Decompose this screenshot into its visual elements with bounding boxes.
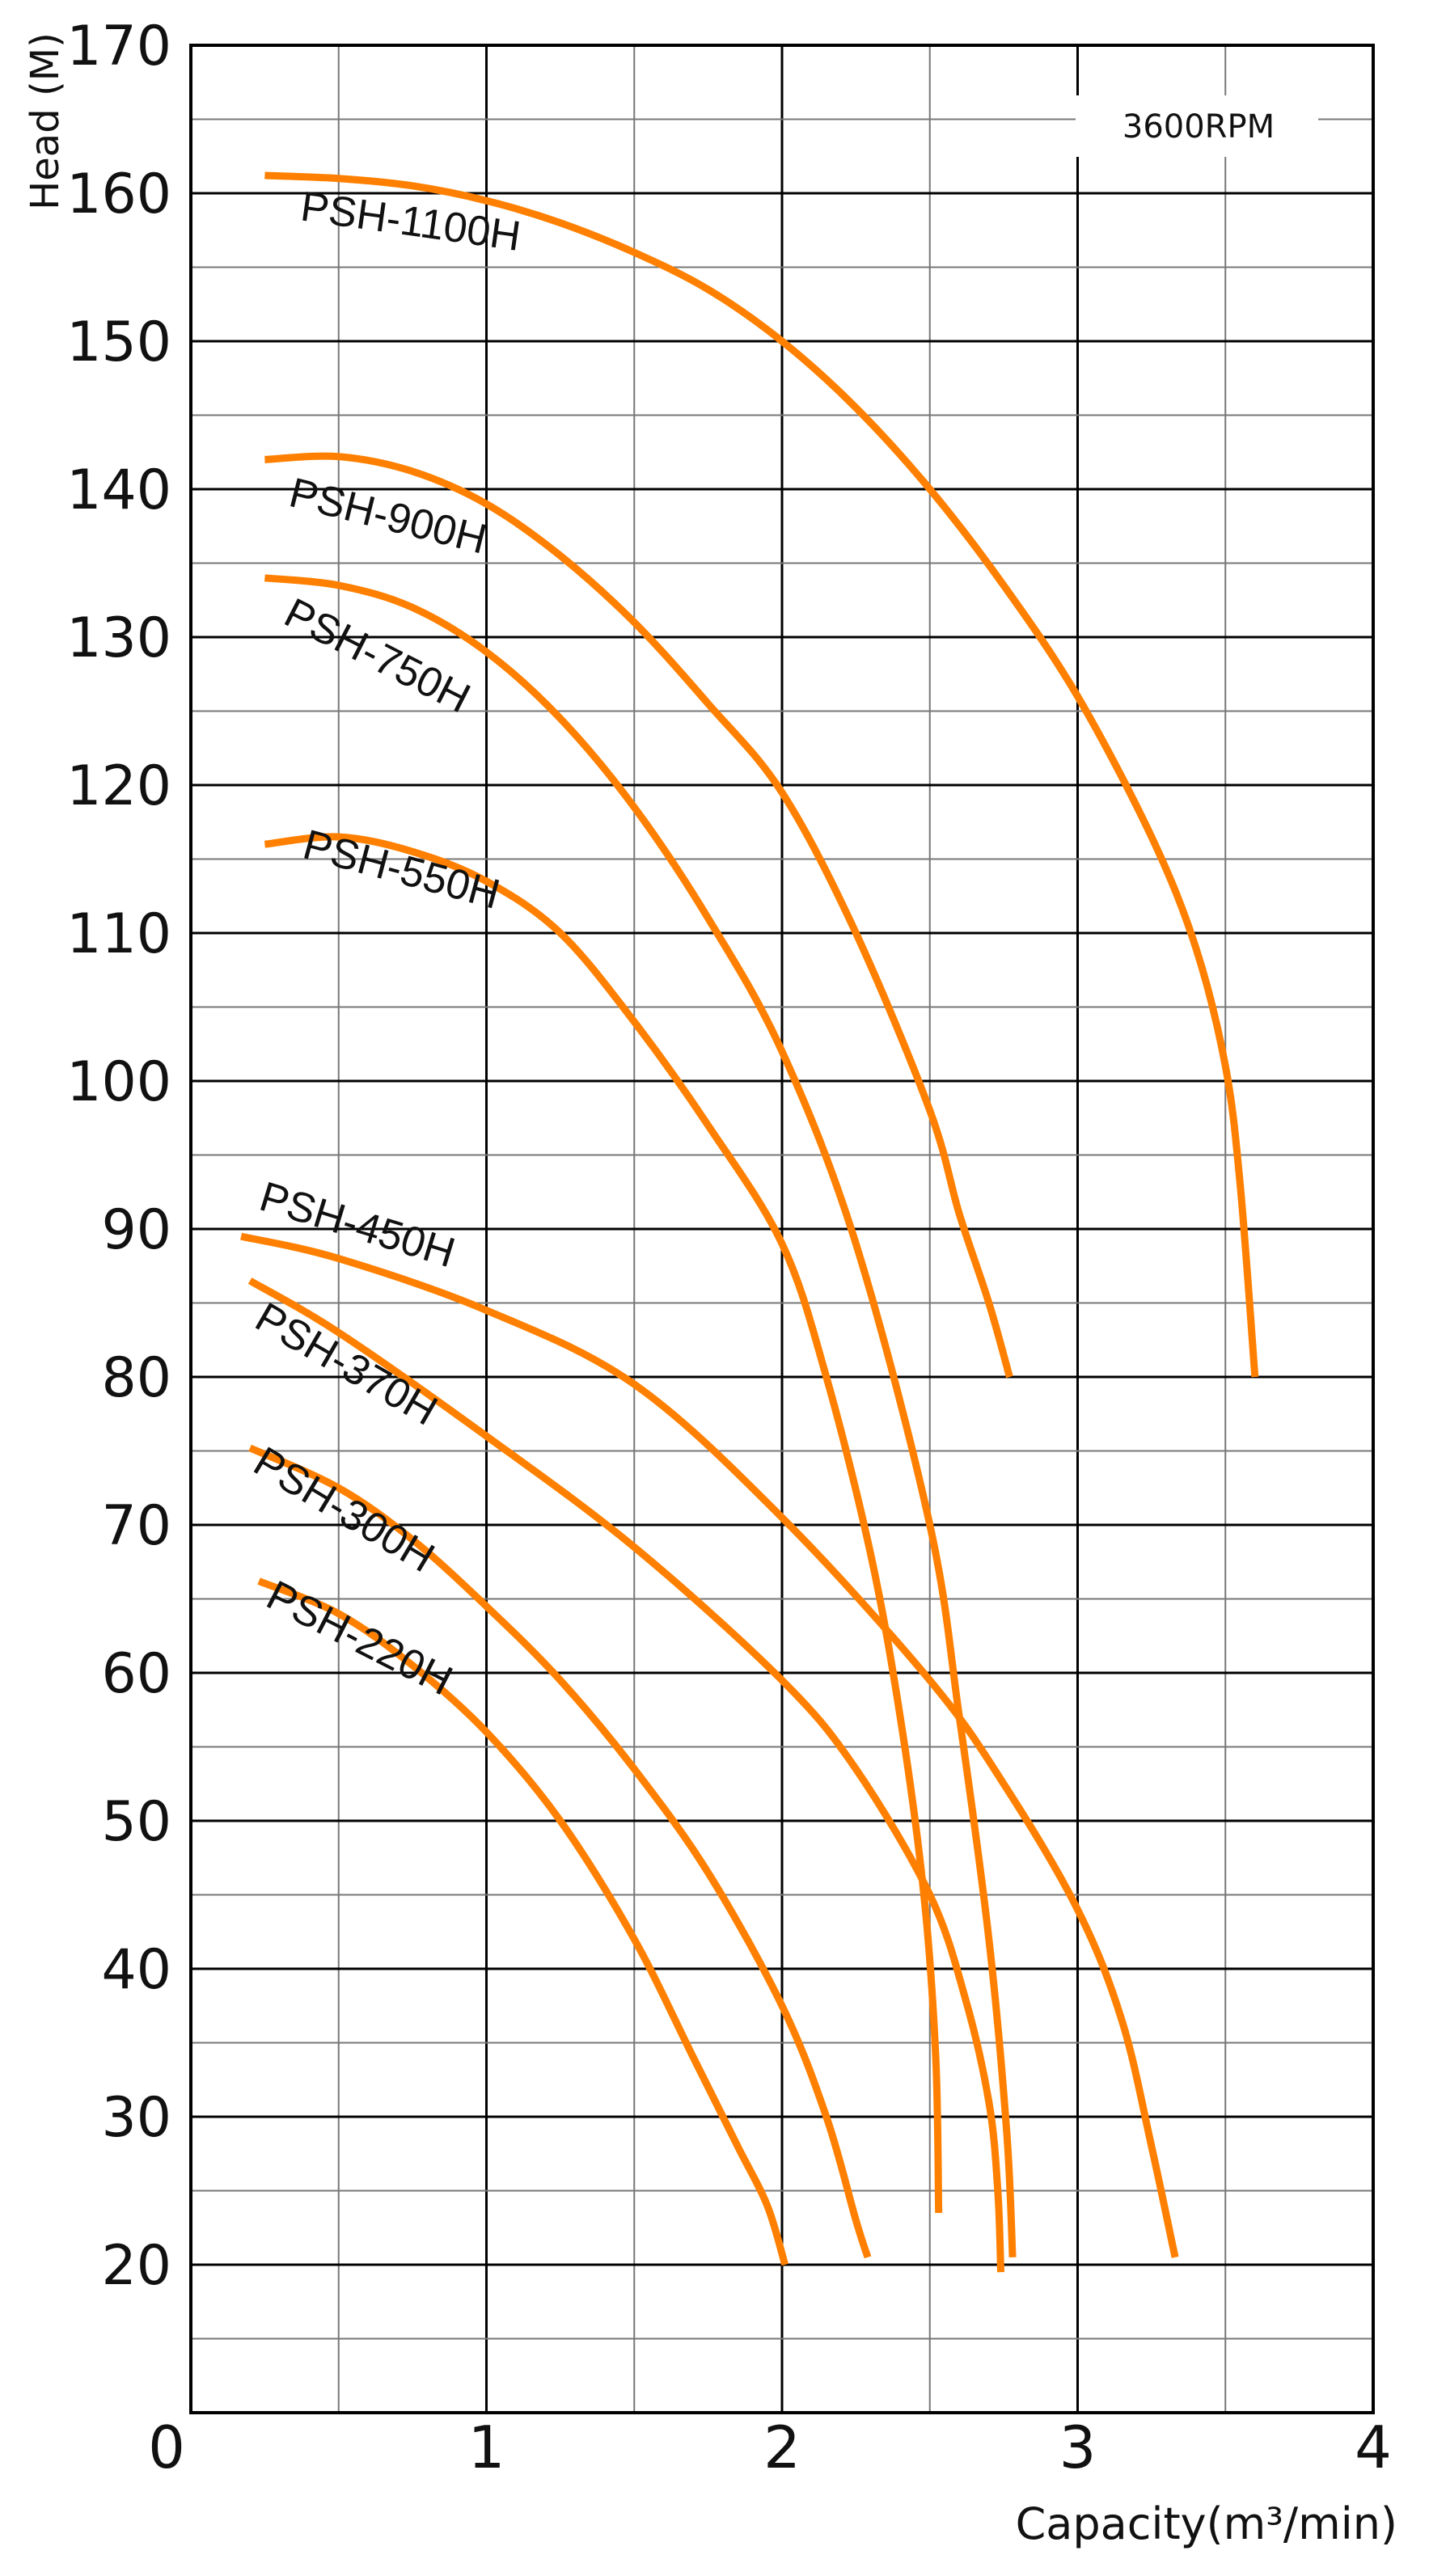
y-tick-label: 140 xyxy=(66,458,171,522)
curve-psh-220h xyxy=(257,1577,789,2266)
y-tick-label: 100 xyxy=(66,1050,171,1114)
x-tick-label: 1 xyxy=(468,2413,505,2481)
curve-psh-900h xyxy=(264,452,1013,1379)
tick-labels: 2030405060708090100110120130140150160170… xyxy=(66,15,1392,2481)
x-tick-label: 4 xyxy=(1355,2413,1392,2481)
y-tick-label: 90 xyxy=(101,1198,171,1262)
y-tick-label: 70 xyxy=(101,1494,171,1558)
curve-psh-370h xyxy=(247,1277,1004,2273)
y-tick-label: 30 xyxy=(101,2086,171,2150)
y-tick-label: 50 xyxy=(101,1790,171,1854)
curve-psh-300h xyxy=(248,1444,872,2259)
y-tick-label: 150 xyxy=(66,310,171,374)
rpm-box xyxy=(1076,95,1318,157)
y-tick-label: 170 xyxy=(66,15,171,78)
series-curves xyxy=(240,171,1259,2273)
y-axis-label: Head (M) xyxy=(23,32,68,210)
curve-psh-450h xyxy=(240,1232,1179,2258)
y-tick-label: 160 xyxy=(66,163,171,226)
x-axis-label: Capacity(m³/min) xyxy=(1016,2498,1397,2549)
curve-psh-750h xyxy=(264,574,1017,2258)
y-tick-label: 60 xyxy=(101,1642,171,1706)
axes xyxy=(189,44,1375,2414)
y-tick-label: 110 xyxy=(66,902,171,966)
x-tick-label: 0 xyxy=(148,2413,185,2481)
y-tick-label: 120 xyxy=(66,754,171,818)
curve-psh-1100h xyxy=(264,171,1259,1378)
y-tick-label: 80 xyxy=(101,1346,171,1410)
x-tick-label: 2 xyxy=(763,2413,801,2481)
rpm-annotation: 3600RPM xyxy=(1122,108,1275,146)
x-tick-label: 3 xyxy=(1059,2413,1097,2481)
y-tick-label: 20 xyxy=(101,2234,171,2298)
y-tick-label: 40 xyxy=(101,1938,171,2002)
plot-frame xyxy=(189,44,1375,2414)
curve-psh-550h xyxy=(264,833,943,2213)
y-tick-label: 130 xyxy=(66,606,171,670)
